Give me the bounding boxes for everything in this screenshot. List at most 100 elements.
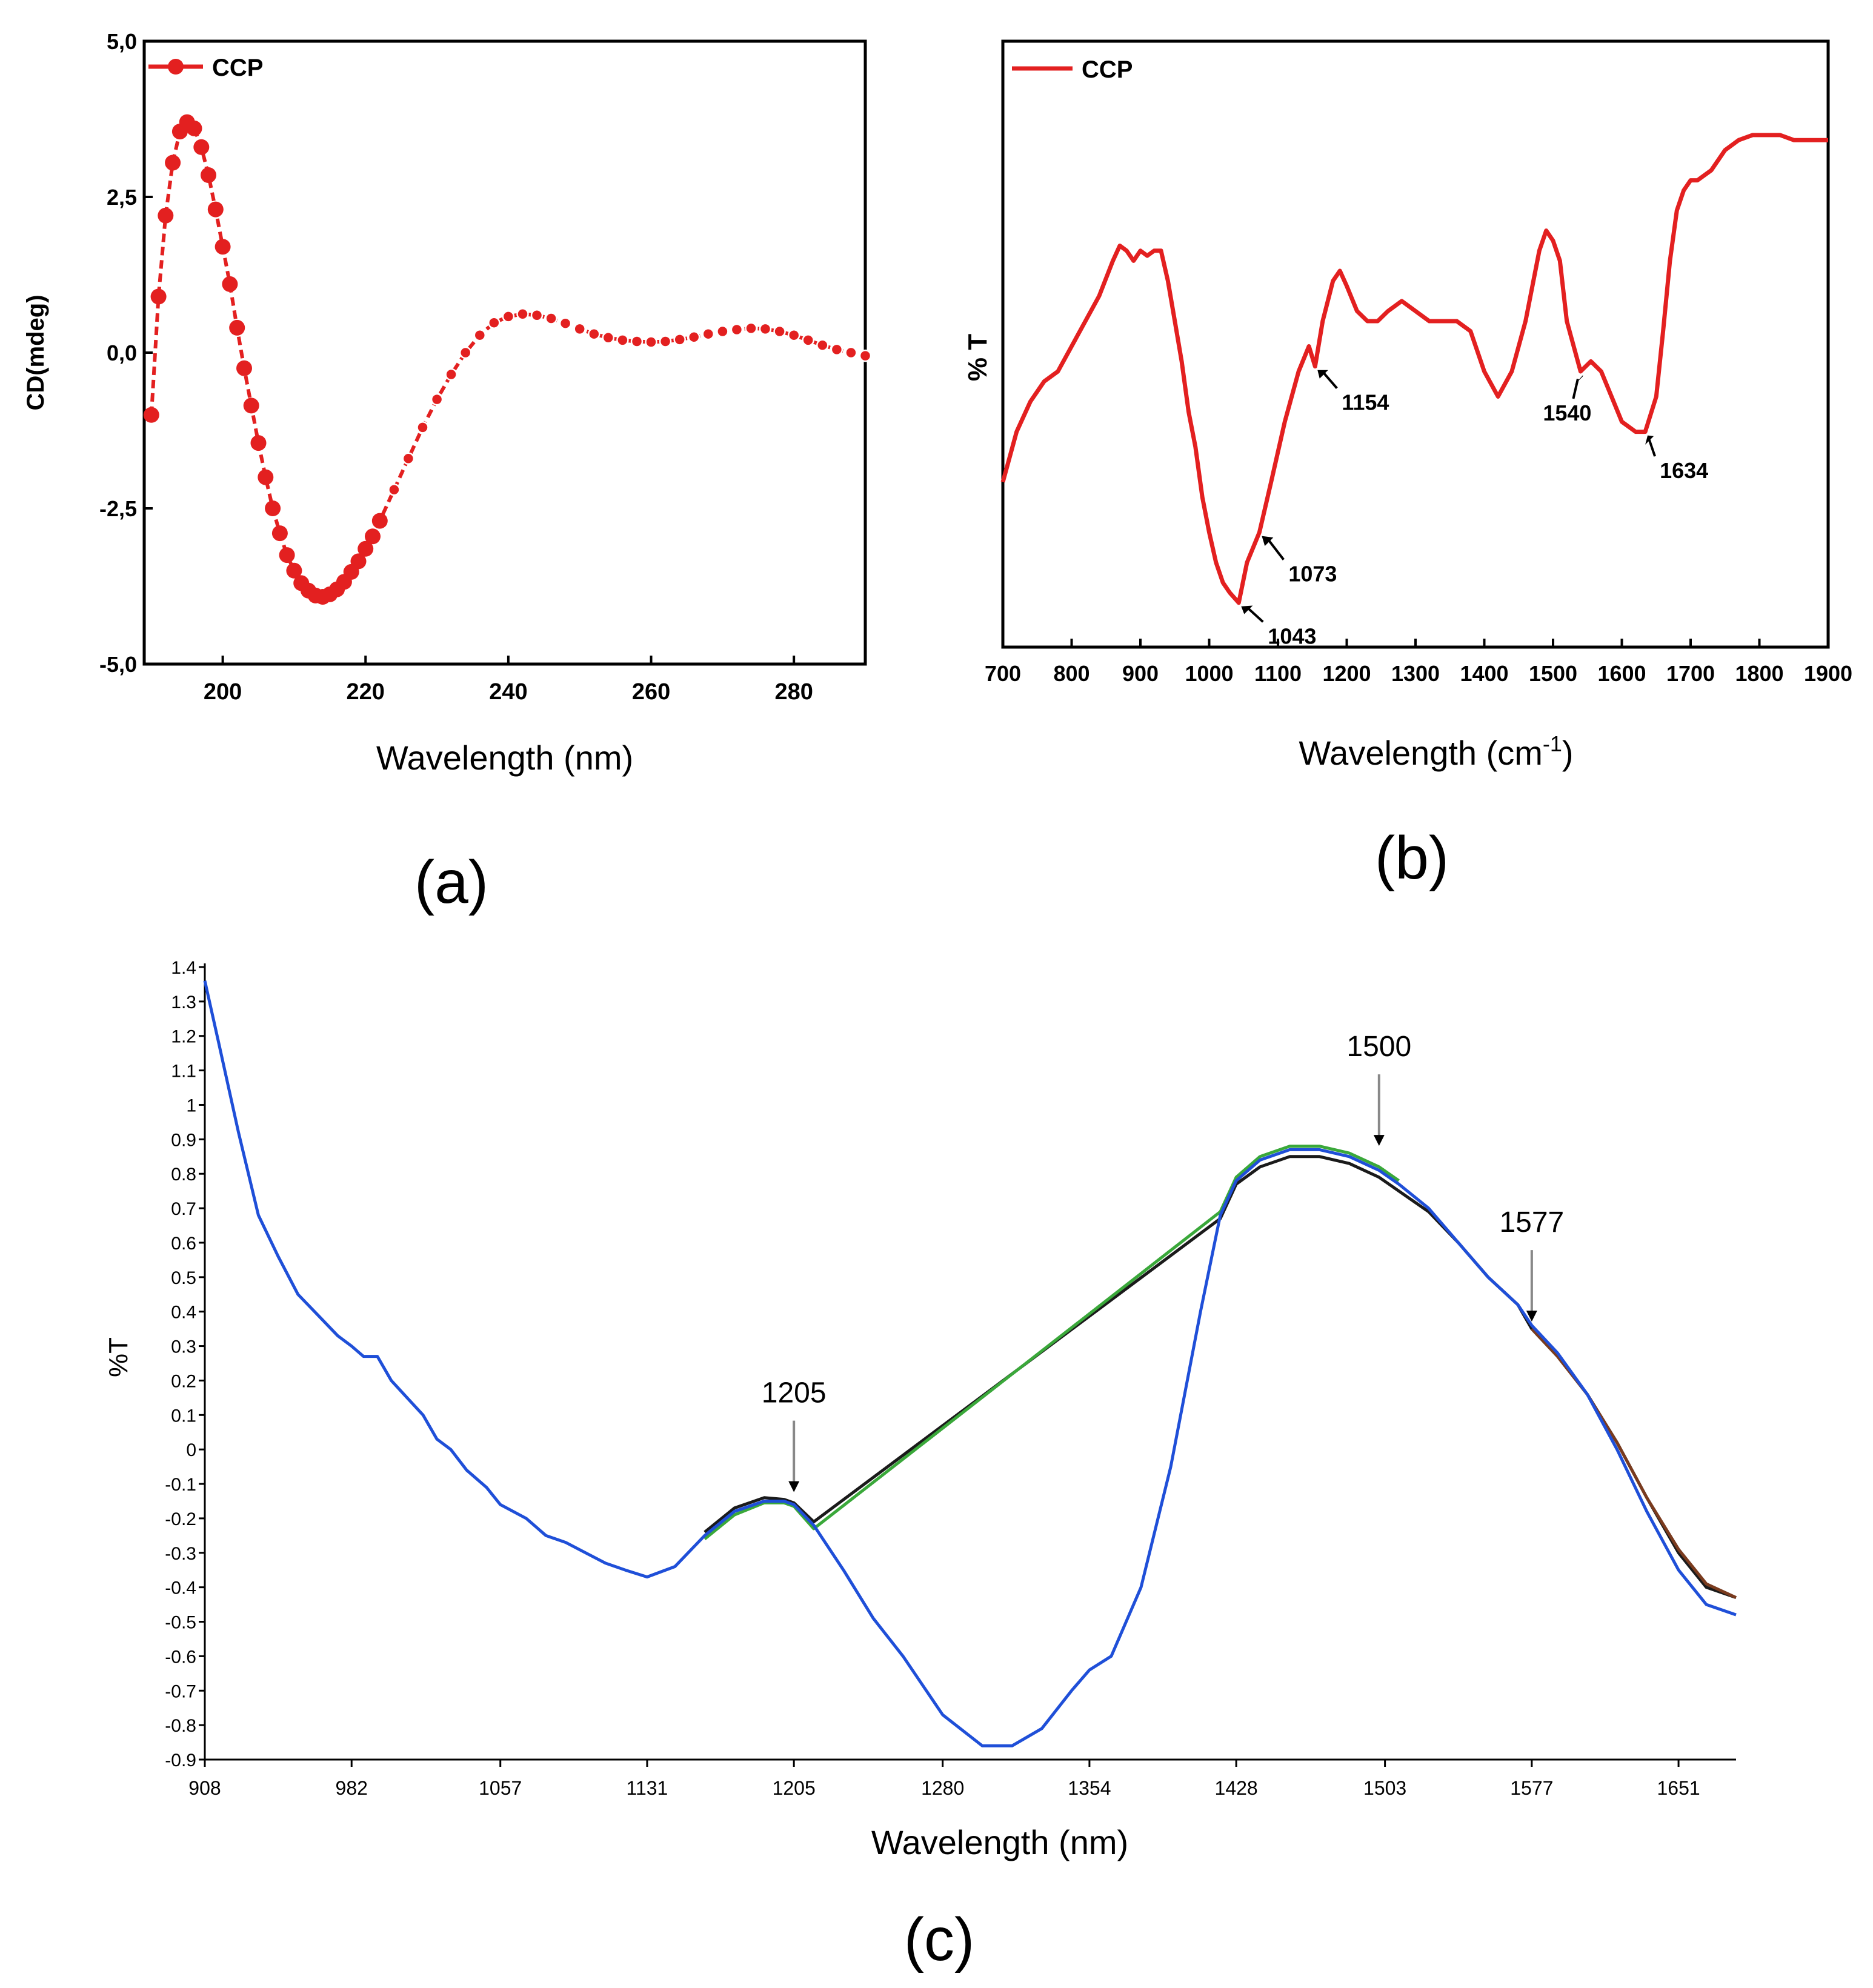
y-tick-label-c: -0.5 xyxy=(165,1613,196,1633)
series-line-c-brown xyxy=(1530,1328,1737,1599)
x-axis-label-b: Wavelength (cm-1) xyxy=(1299,731,1573,772)
y-axis-label-c: %T xyxy=(104,1337,133,1377)
annotations-c: 1205 1500 1577 xyxy=(762,1031,1564,1492)
annotation-arrowhead-b xyxy=(1317,370,1328,379)
y-tick-label-c: -0.7 xyxy=(165,1681,196,1701)
y-tick-label-c: 1.4 xyxy=(171,958,196,978)
x-tick-label-b: 1400 xyxy=(1460,661,1508,686)
x-tick-label-b: 1100 xyxy=(1254,661,1302,686)
axis-ticks-c: 908 982 1057 1131 1205 1280 1354 1428 1503 1577 16… xyxy=(165,958,1700,1799)
series-line-c-black xyxy=(704,1155,1737,1600)
x-axis-label-b-text: Wavelength (cm xyxy=(1299,734,1543,772)
annotation-label-b: 1043 xyxy=(1268,623,1316,648)
data-point-a xyxy=(388,483,401,496)
data-point-a xyxy=(745,322,757,335)
data-point-a xyxy=(459,346,472,359)
x-tick-label-c: 1280 xyxy=(921,1777,964,1799)
x-tick-label-c: 1354 xyxy=(1068,1777,1111,1799)
y-tick-label-c: 0.3 xyxy=(171,1337,196,1357)
annotation-label-b: 1154 xyxy=(1342,390,1389,415)
x-tick-label-b: 1300 xyxy=(1391,661,1440,686)
series-ccp-b xyxy=(1000,133,1828,605)
y-tick-label-a: 5,0 xyxy=(107,29,137,54)
annotations-b: 1043 1073 1154 1540 1634 xyxy=(1241,370,1708,648)
y-tick-label-c: -0.1 xyxy=(165,1475,196,1495)
data-point-a xyxy=(286,562,302,579)
y-tick-label-c: 1 xyxy=(186,1095,196,1115)
x-tick-label-b: 900 xyxy=(1122,661,1159,686)
data-point-a xyxy=(236,360,252,376)
data-point-a xyxy=(243,397,259,414)
data-point-a xyxy=(271,525,288,542)
data-point-a xyxy=(602,331,615,344)
y-tick-label-a: -2,5 xyxy=(99,496,137,521)
data-point-a xyxy=(265,500,281,516)
panel-label-a: (a) xyxy=(414,848,488,916)
x-tick-label-a: 240 xyxy=(489,679,527,705)
y-tick-label-c: 1.3 xyxy=(171,992,196,1012)
y-tick-label-c: 0.5 xyxy=(171,1268,196,1288)
data-point-a xyxy=(816,339,829,351)
y-tick-label-c: -0.4 xyxy=(165,1578,196,1598)
data-point-a xyxy=(845,346,857,359)
panel-label-c: (c) xyxy=(904,1906,975,1973)
panel-label-b: (b) xyxy=(1375,824,1449,892)
data-point-a xyxy=(545,312,557,325)
x-tick-label-b: 1500 xyxy=(1529,661,1577,686)
x-tick-label-c: 982 xyxy=(336,1777,368,1799)
data-point-a xyxy=(416,421,429,434)
data-point-a xyxy=(193,139,210,155)
y-tick-label-a: 2,5 xyxy=(107,185,137,210)
annotation-arrowhead-c xyxy=(788,1481,800,1492)
data-point-a xyxy=(430,393,444,406)
series-c xyxy=(203,980,1737,1747)
x-tick-label-b: 1600 xyxy=(1597,661,1646,686)
annotation-arrowhead-b xyxy=(1262,536,1274,547)
y-tick-label-c: -0.3 xyxy=(165,1544,196,1564)
series-line-c-blue xyxy=(203,980,1737,1747)
data-point-a xyxy=(773,325,786,338)
series-line-c-green xyxy=(704,1145,1400,1540)
y-tick-label-c: -0.2 xyxy=(165,1509,196,1529)
data-point-a xyxy=(488,316,501,329)
y-tick-label-c: 1.1 xyxy=(171,1062,196,1082)
data-point-a xyxy=(445,368,457,381)
y-tick-label-c: 0.1 xyxy=(171,1406,196,1426)
data-point-a xyxy=(616,334,629,347)
data-point-a xyxy=(229,319,245,336)
panel-b: 700 800 900 1000 1100 1200 1300 1400 1500 1600 170… xyxy=(963,39,1852,892)
y-tick-label-c: 0.2 xyxy=(171,1371,196,1391)
x-axis-label-c: Wavelength (nm) xyxy=(871,1823,1128,1861)
data-point-a xyxy=(787,328,800,342)
x-tick-label-a: 280 xyxy=(774,679,813,705)
series-line-b xyxy=(1000,133,1828,605)
annotation-arrowhead-b xyxy=(1241,605,1253,614)
x-tick-label-c: 1503 xyxy=(1363,1777,1406,1799)
data-point-a xyxy=(859,349,872,362)
data-point-a xyxy=(279,547,295,563)
data-point-a xyxy=(143,407,159,423)
y-tick-label-c: 0.6 xyxy=(171,1234,196,1254)
data-point-a xyxy=(645,336,657,348)
annotation-arrow-b xyxy=(1322,371,1338,390)
y-tick-label-c: -0.6 xyxy=(165,1647,196,1667)
annotation-label-b: 1540 xyxy=(1543,401,1591,425)
x-tick-label-b: 700 xyxy=(985,661,1021,686)
x-tick-label-b: 1000 xyxy=(1185,661,1233,686)
annotation-arrow-b xyxy=(1267,539,1285,560)
y-tick-label-c: -0.8 xyxy=(165,1716,196,1736)
data-point-a xyxy=(250,435,267,451)
legend-label-a: CCP xyxy=(212,55,263,81)
axis-ticks-b: 700 800 900 1000 1100 1200 1300 1400 1500 1600 170… xyxy=(985,639,1852,686)
x-tick-label-a: 260 xyxy=(632,679,670,705)
x-tick-label-b: 1900 xyxy=(1804,661,1852,686)
y-tick-label-a: 0,0 xyxy=(107,341,137,365)
data-point-a xyxy=(516,308,529,321)
x-tick-label-a: 220 xyxy=(347,679,385,705)
y-tick-label-c: 0 xyxy=(186,1440,196,1460)
panel-c: 908 982 1057 1131 1205 1280 1354 1428 1503 1577 16… xyxy=(104,958,1737,1973)
x-axis-label-b-sup: -1 xyxy=(1543,731,1562,756)
data-point-a xyxy=(530,309,544,322)
x-tick-label-b: 800 xyxy=(1053,661,1090,686)
